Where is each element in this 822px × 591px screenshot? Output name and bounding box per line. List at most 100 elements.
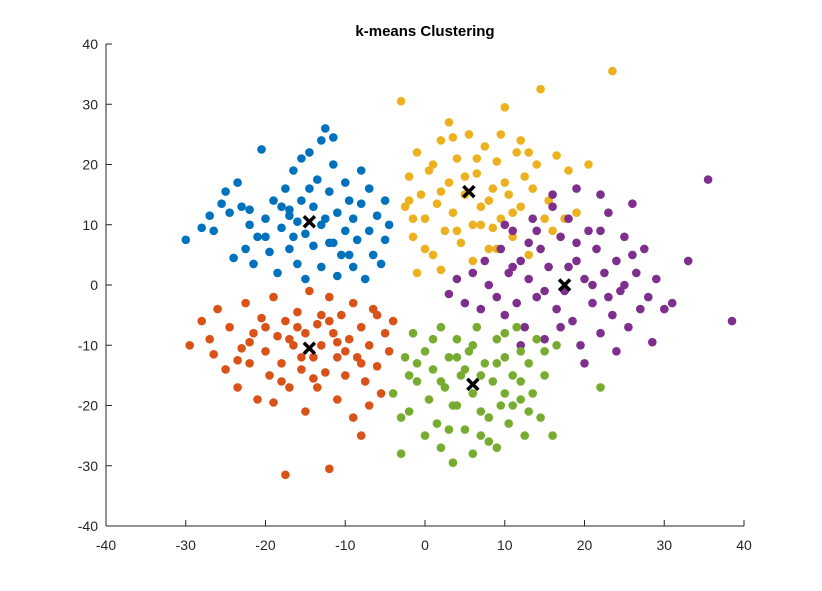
data-point <box>317 341 326 350</box>
data-point <box>576 341 585 350</box>
data-point <box>496 244 506 254</box>
data-point <box>261 347 270 356</box>
data-point <box>436 187 446 196</box>
data-point <box>364 226 374 236</box>
data-point <box>604 292 613 302</box>
data-point <box>464 130 474 139</box>
data-point <box>484 244 494 254</box>
data-point <box>289 166 298 175</box>
data-point <box>420 244 430 254</box>
data-point <box>265 247 274 257</box>
data-point <box>372 211 382 220</box>
data-point <box>424 395 434 404</box>
x-tick-label: 0 <box>421 537 429 553</box>
data-point <box>344 334 354 344</box>
y-axis-ticks: -40 -30 -20 -10 0 10 20 30 40 <box>78 36 112 534</box>
data-point <box>305 148 314 157</box>
data-point <box>452 226 462 236</box>
data-point <box>364 341 374 350</box>
data-point <box>496 401 506 410</box>
data-point <box>532 226 541 236</box>
data-point <box>532 334 541 344</box>
data-point <box>532 160 541 169</box>
data-point <box>285 334 294 344</box>
data-point <box>432 199 442 208</box>
x-tick-label: -10 <box>335 537 355 553</box>
data-point <box>408 214 418 223</box>
data-point <box>588 298 597 308</box>
data-point <box>500 389 510 398</box>
cluster-4-series <box>444 175 737 368</box>
data-point <box>516 341 525 350</box>
data-point <box>500 178 510 187</box>
data-point <box>504 190 513 199</box>
data-point <box>540 371 549 380</box>
data-point <box>468 220 478 230</box>
data-point <box>313 319 322 329</box>
data-point <box>484 196 494 205</box>
data-point <box>524 238 533 248</box>
data-point <box>504 419 513 428</box>
data-point <box>448 133 458 142</box>
data-point <box>380 328 390 338</box>
data-point <box>452 401 462 410</box>
data-point <box>245 205 254 214</box>
centroid-marker <box>462 184 476 199</box>
data-point <box>297 154 306 163</box>
data-point <box>444 118 454 127</box>
centroid-marker <box>557 278 572 292</box>
data-point <box>185 341 194 350</box>
data-point <box>321 214 330 223</box>
data-point <box>508 262 517 272</box>
y-tick-label: -30 <box>78 458 98 474</box>
data-point <box>249 328 258 338</box>
data-point <box>428 160 438 169</box>
data-point <box>628 250 637 260</box>
data-point <box>293 259 302 269</box>
data-point <box>580 274 589 284</box>
data-point <box>520 322 529 332</box>
data-point <box>500 353 510 362</box>
x-tick-label: -20 <box>255 537 275 553</box>
data-point <box>396 96 406 106</box>
data-point <box>337 310 346 320</box>
data-point <box>528 214 537 223</box>
data-point <box>544 262 553 272</box>
data-point <box>337 250 346 260</box>
data-point <box>301 328 310 338</box>
data-point <box>456 238 466 248</box>
data-point <box>205 211 214 220</box>
data-point <box>368 250 378 260</box>
data-point <box>584 226 593 236</box>
data-point <box>341 178 350 187</box>
data-point <box>452 353 462 362</box>
data-point <box>512 322 521 332</box>
data-point <box>221 365 230 374</box>
data-point <box>408 328 418 338</box>
data-point <box>468 268 478 278</box>
centroids-layer <box>302 184 572 392</box>
data-point <box>213 304 222 314</box>
data-point <box>564 166 573 175</box>
data-point <box>356 166 366 175</box>
data-point <box>612 256 621 266</box>
data-point <box>321 368 330 377</box>
data-point <box>508 226 517 236</box>
data-point <box>341 371 350 380</box>
data-point <box>348 262 358 272</box>
data-point <box>648 337 657 347</box>
data-point <box>404 172 414 181</box>
data-point <box>436 322 446 332</box>
data-point <box>592 244 601 254</box>
data-point <box>596 383 605 392</box>
data-point <box>285 383 294 392</box>
data-point <box>536 244 545 254</box>
data-point <box>512 298 521 308</box>
data-point <box>309 202 318 211</box>
data-point <box>341 226 350 236</box>
data-point <box>420 214 430 223</box>
data-point <box>432 419 442 428</box>
data-point <box>297 353 306 362</box>
data-point <box>484 413 494 422</box>
